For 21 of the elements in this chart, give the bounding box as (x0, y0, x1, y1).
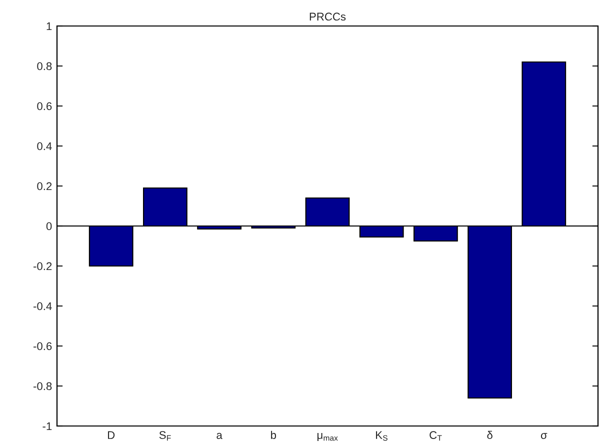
x-tick-label: D (108, 431, 115, 439)
x-tick-label: δ (487, 430, 492, 440)
x-tick-label: b (271, 430, 276, 440)
y-tick-label: 0.8 (37, 62, 52, 70)
y-tick-label: -0.6 (33, 342, 52, 350)
y-tick-label: 0 (46, 222, 52, 230)
x-tick-label: C$_{T}$ (430, 431, 442, 441)
x-tick-label: μ$_{max}$ (317, 433, 338, 442)
y-tick-label: 0.4 (37, 142, 52, 150)
x-tick-label: S$_{F}$ (159, 431, 171, 441)
y-tick-label: 0.2 (37, 182, 52, 190)
chart-title: PRCCs (310, 12, 346, 21)
x-tick-label: a (216, 432, 222, 440)
y-tick-label: -0.2 (33, 262, 52, 270)
x-tick-label: K$_{S}$ (376, 431, 388, 441)
y-tick-label: 1 (46, 22, 52, 30)
y-tick-label: -1 (42, 422, 52, 430)
x-tick-label: σ (540, 433, 548, 440)
y-tick-label: -0.4 (33, 302, 52, 310)
y-tick-label: 0.6 (37, 102, 52, 110)
y-tick-label: -0.8 (33, 382, 52, 390)
